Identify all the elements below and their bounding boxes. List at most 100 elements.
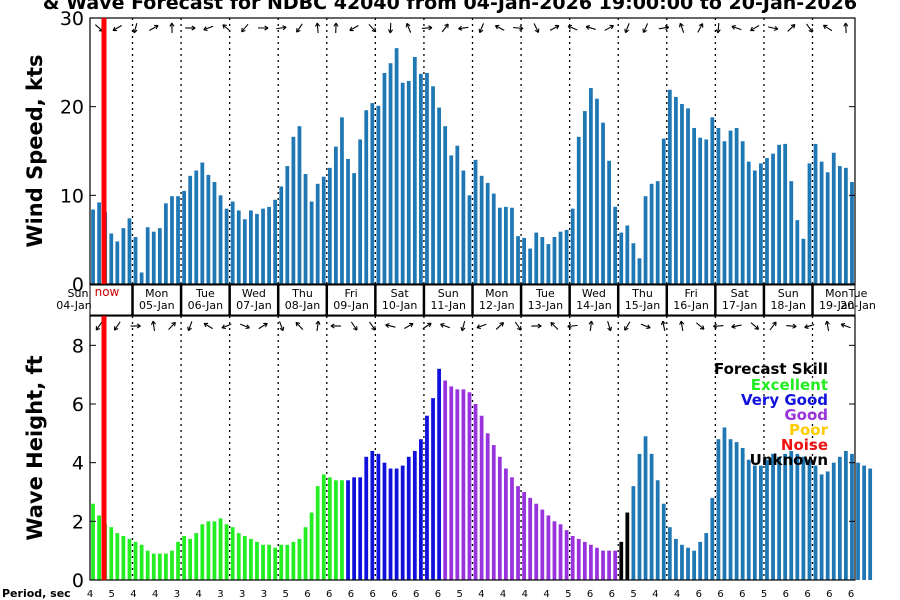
wind-bar — [97, 202, 101, 284]
wave-bar — [309, 512, 314, 580]
wave-bar — [607, 550, 611, 580]
wave-bar — [759, 465, 763, 580]
wave-bar — [139, 544, 144, 580]
wave-bar — [449, 386, 454, 580]
direction-arrow-head — [519, 25, 524, 31]
direction-arrow-head — [132, 28, 138, 34]
date-label: 09-Jan — [333, 299, 369, 312]
day-of-week-label: Sun — [778, 287, 799, 300]
period-value: 5 — [282, 589, 288, 600]
wave-bar — [327, 477, 332, 580]
direction-arrow-head — [136, 323, 141, 329]
wind-bar — [740, 141, 745, 284]
wind-bar — [340, 117, 344, 284]
period-value: 3 — [239, 589, 245, 600]
wind-bar — [406, 80, 411, 284]
date-strip: Sun04-JanMon05-JanTue06-JanWed07-JanThu0… — [56, 284, 876, 316]
wave-bar — [576, 538, 581, 580]
period-value: 5 — [761, 589, 767, 600]
wind-bars — [91, 48, 854, 285]
wave-bar — [740, 448, 745, 580]
direction-arrow-head — [95, 326, 101, 331]
direction-arrow — [349, 24, 359, 32]
direction-arrow-head — [731, 25, 736, 30]
direction-arrow — [203, 322, 213, 330]
wave-y-ticks: 0 2 4 6 8 — [72, 335, 855, 592]
wind-bar — [698, 137, 703, 284]
wind-bar — [315, 183, 320, 284]
direction-arrow-head — [385, 323, 390, 329]
wave-bar — [382, 462, 387, 580]
wave-bar — [856, 462, 860, 580]
wind-bar — [649, 183, 654, 284]
wave-bar — [813, 465, 818, 580]
direction-arrow-head — [699, 325, 705, 330]
wave-bar — [716, 439, 721, 580]
wave-bar — [540, 509, 545, 580]
direction-arrow-head — [731, 323, 736, 329]
direction-arrow-head — [187, 326, 192, 332]
wind-bar — [334, 146, 338, 284]
direction-arrow-head — [534, 28, 540, 33]
day-of-week-label: Tue — [195, 287, 215, 300]
direction-arrow — [533, 23, 539, 33]
wind-bar — [461, 170, 466, 284]
direction-arrow — [296, 23, 303, 33]
wind-day-gridlines — [131, 18, 814, 284]
direction-arrow — [680, 320, 684, 332]
direction-arrow-head — [609, 24, 614, 30]
direction-arrow — [549, 25, 560, 31]
wind-bar — [728, 130, 733, 284]
wave-bar — [218, 518, 223, 580]
wave-bar — [868, 468, 873, 580]
direction-arrow-head — [169, 22, 175, 27]
wind-bar — [667, 89, 672, 284]
wave-bar — [844, 450, 848, 580]
direction-arrow-head — [664, 25, 670, 31]
direction-arrow — [404, 323, 414, 329]
now-marker-label: now — [95, 285, 120, 299]
direction-arrow-head — [698, 23, 704, 28]
direction-arrow — [276, 26, 287, 30]
wave-bar — [358, 477, 363, 580]
period-value: 4 — [674, 589, 680, 600]
wave-bar — [819, 474, 824, 580]
direction-arrow-head — [349, 26, 354, 32]
wave-panel: 0 2 4 6 8 Wave Height, ft Forecast Skill Exc… — [23, 315, 873, 592]
wave-bar — [728, 439, 733, 580]
wind-bar — [746, 161, 751, 284]
direction-arrow-head — [754, 325, 760, 330]
date-label: 17-Jan — [722, 299, 758, 312]
wind-bar — [133, 237, 138, 284]
wind-bar — [388, 63, 393, 284]
wave-bar — [771, 453, 775, 580]
wave-day-gridlines — [131, 316, 814, 580]
direction-arrow-head — [264, 25, 269, 31]
wind-bar — [242, 219, 247, 284]
wind-bar — [291, 136, 296, 284]
wind-panel: 0 10 20 30 Wind Speed, kts — [23, 8, 856, 296]
period-value: 4 — [652, 589, 658, 600]
wind-bar — [534, 232, 539, 284]
direction-arrow-head — [221, 324, 227, 330]
day-of-week-label: Thu — [291, 287, 313, 300]
day-of-week-label: Tue — [535, 287, 555, 300]
wave-bar — [795, 453, 800, 580]
direction-arrow — [350, 321, 358, 331]
wave-bar — [297, 538, 302, 580]
y-tick-label: 10 — [60, 185, 84, 207]
wind-bar — [473, 159, 478, 284]
wave-bar — [255, 541, 259, 580]
direction-arrow-head — [428, 25, 433, 31]
day-of-week-label: Fri — [685, 287, 698, 300]
wind-bar — [139, 272, 144, 284]
wind-bar — [412, 57, 417, 284]
wind-bar — [309, 201, 314, 284]
direction-arrow — [787, 24, 796, 32]
direction-arrow-head — [387, 29, 393, 34]
wave-bar — [479, 415, 484, 580]
wind-bar — [194, 170, 199, 284]
period-value: 6 — [348, 589, 354, 600]
direction-arrow — [589, 320, 593, 332]
